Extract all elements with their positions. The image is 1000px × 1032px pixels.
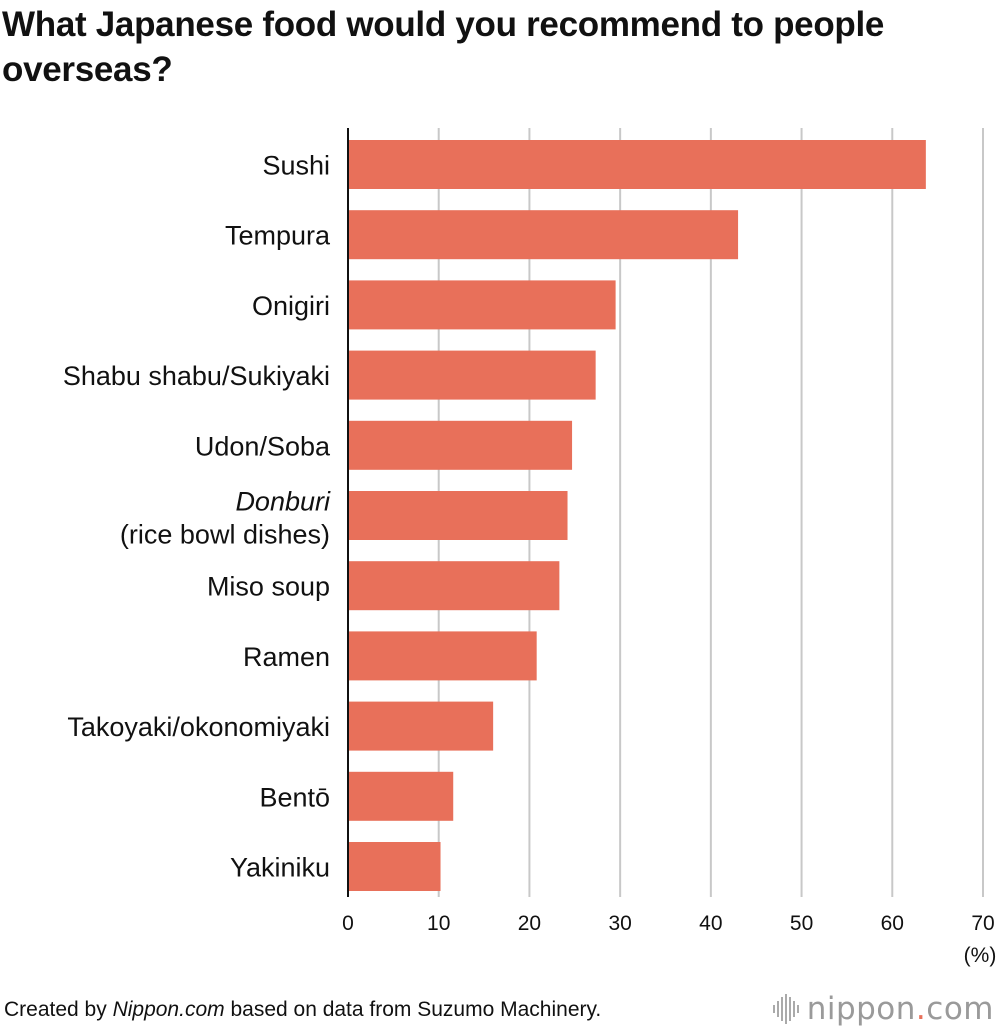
x-tick-labels: 0 10 20 30 40 50 60 70 xyxy=(342,912,995,935)
category-label-3: Shabu shabu/Sukiyaki xyxy=(63,361,330,391)
bar-10 xyxy=(348,842,441,891)
x-tick-10: 10 xyxy=(427,912,450,935)
bars xyxy=(348,140,926,891)
x-unit-label: (%) xyxy=(964,944,997,967)
category-label-7: Ramen xyxy=(243,642,330,672)
bar-6 xyxy=(348,561,560,611)
x-tick-70: 70 xyxy=(971,912,994,935)
bar-0 xyxy=(348,140,926,189)
footer-prefix: Created by xyxy=(4,998,113,1021)
x-tick-50: 50 xyxy=(790,912,813,935)
category-label-4: Udon/Soba xyxy=(195,431,331,461)
bar-8 xyxy=(348,701,494,751)
bar-chart: Sushi Tempura Onigiri Shabu shabu/Sukiyaki U… xyxy=(63,128,997,967)
category-label-10: Yakiniku xyxy=(230,853,330,883)
footer-suffix: based on data from Suzumo Machinery. xyxy=(224,998,602,1021)
logo-text: nippon.com xyxy=(806,991,994,1027)
bar-1 xyxy=(348,210,739,260)
category-label-2: Onigiri xyxy=(252,291,330,321)
bar-4 xyxy=(348,420,573,470)
category-label-9: Bentō xyxy=(259,782,330,812)
bar-5 xyxy=(348,491,568,540)
category-label-8: Takoyaki/okonomiyaki xyxy=(67,712,330,742)
bar-7 xyxy=(348,631,537,681)
footer-source: Nippon.com xyxy=(112,998,225,1021)
soundwave-icon xyxy=(772,994,799,1024)
category-label-1: Tempura xyxy=(225,221,331,251)
bar-3 xyxy=(348,350,596,400)
x-tick-20: 20 xyxy=(518,912,541,935)
category-label-0: Sushi xyxy=(262,151,330,181)
category-label-6: Miso soup xyxy=(207,572,330,602)
x-tick-30: 30 xyxy=(608,912,631,935)
category-label-5-line2: (rice bowl dishes) xyxy=(120,520,330,550)
bar-2 xyxy=(348,280,616,330)
bar-9 xyxy=(348,771,454,821)
nippon-logo: nippon.com xyxy=(772,990,994,1028)
category-labels: Sushi Tempura Onigiri Shabu shabu/Sukiyaki U… xyxy=(63,151,331,883)
source-footer: Created by Nippon.com based on data from… xyxy=(4,998,601,1022)
x-tick-0: 0 xyxy=(342,912,354,935)
x-tick-40: 40 xyxy=(699,912,722,935)
chart-title: What Japanese food would you recommend t… xyxy=(2,5,885,89)
x-tick-60: 60 xyxy=(881,912,904,935)
category-label-5: Donburi xyxy=(235,487,331,517)
